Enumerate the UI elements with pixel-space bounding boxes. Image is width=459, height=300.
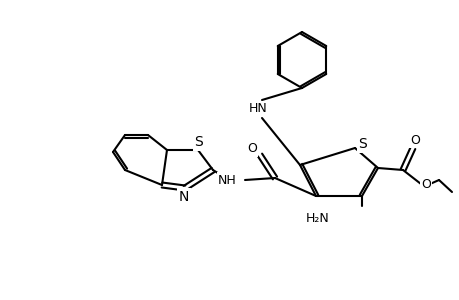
Text: O: O bbox=[246, 142, 257, 155]
Text: O: O bbox=[420, 178, 430, 190]
Text: O: O bbox=[409, 134, 419, 146]
Text: NH: NH bbox=[218, 173, 236, 187]
Text: H₂N: H₂N bbox=[305, 212, 329, 224]
Text: S: S bbox=[194, 135, 203, 149]
Text: N: N bbox=[179, 190, 189, 204]
Text: HN: HN bbox=[248, 103, 267, 116]
Text: S: S bbox=[358, 137, 367, 151]
